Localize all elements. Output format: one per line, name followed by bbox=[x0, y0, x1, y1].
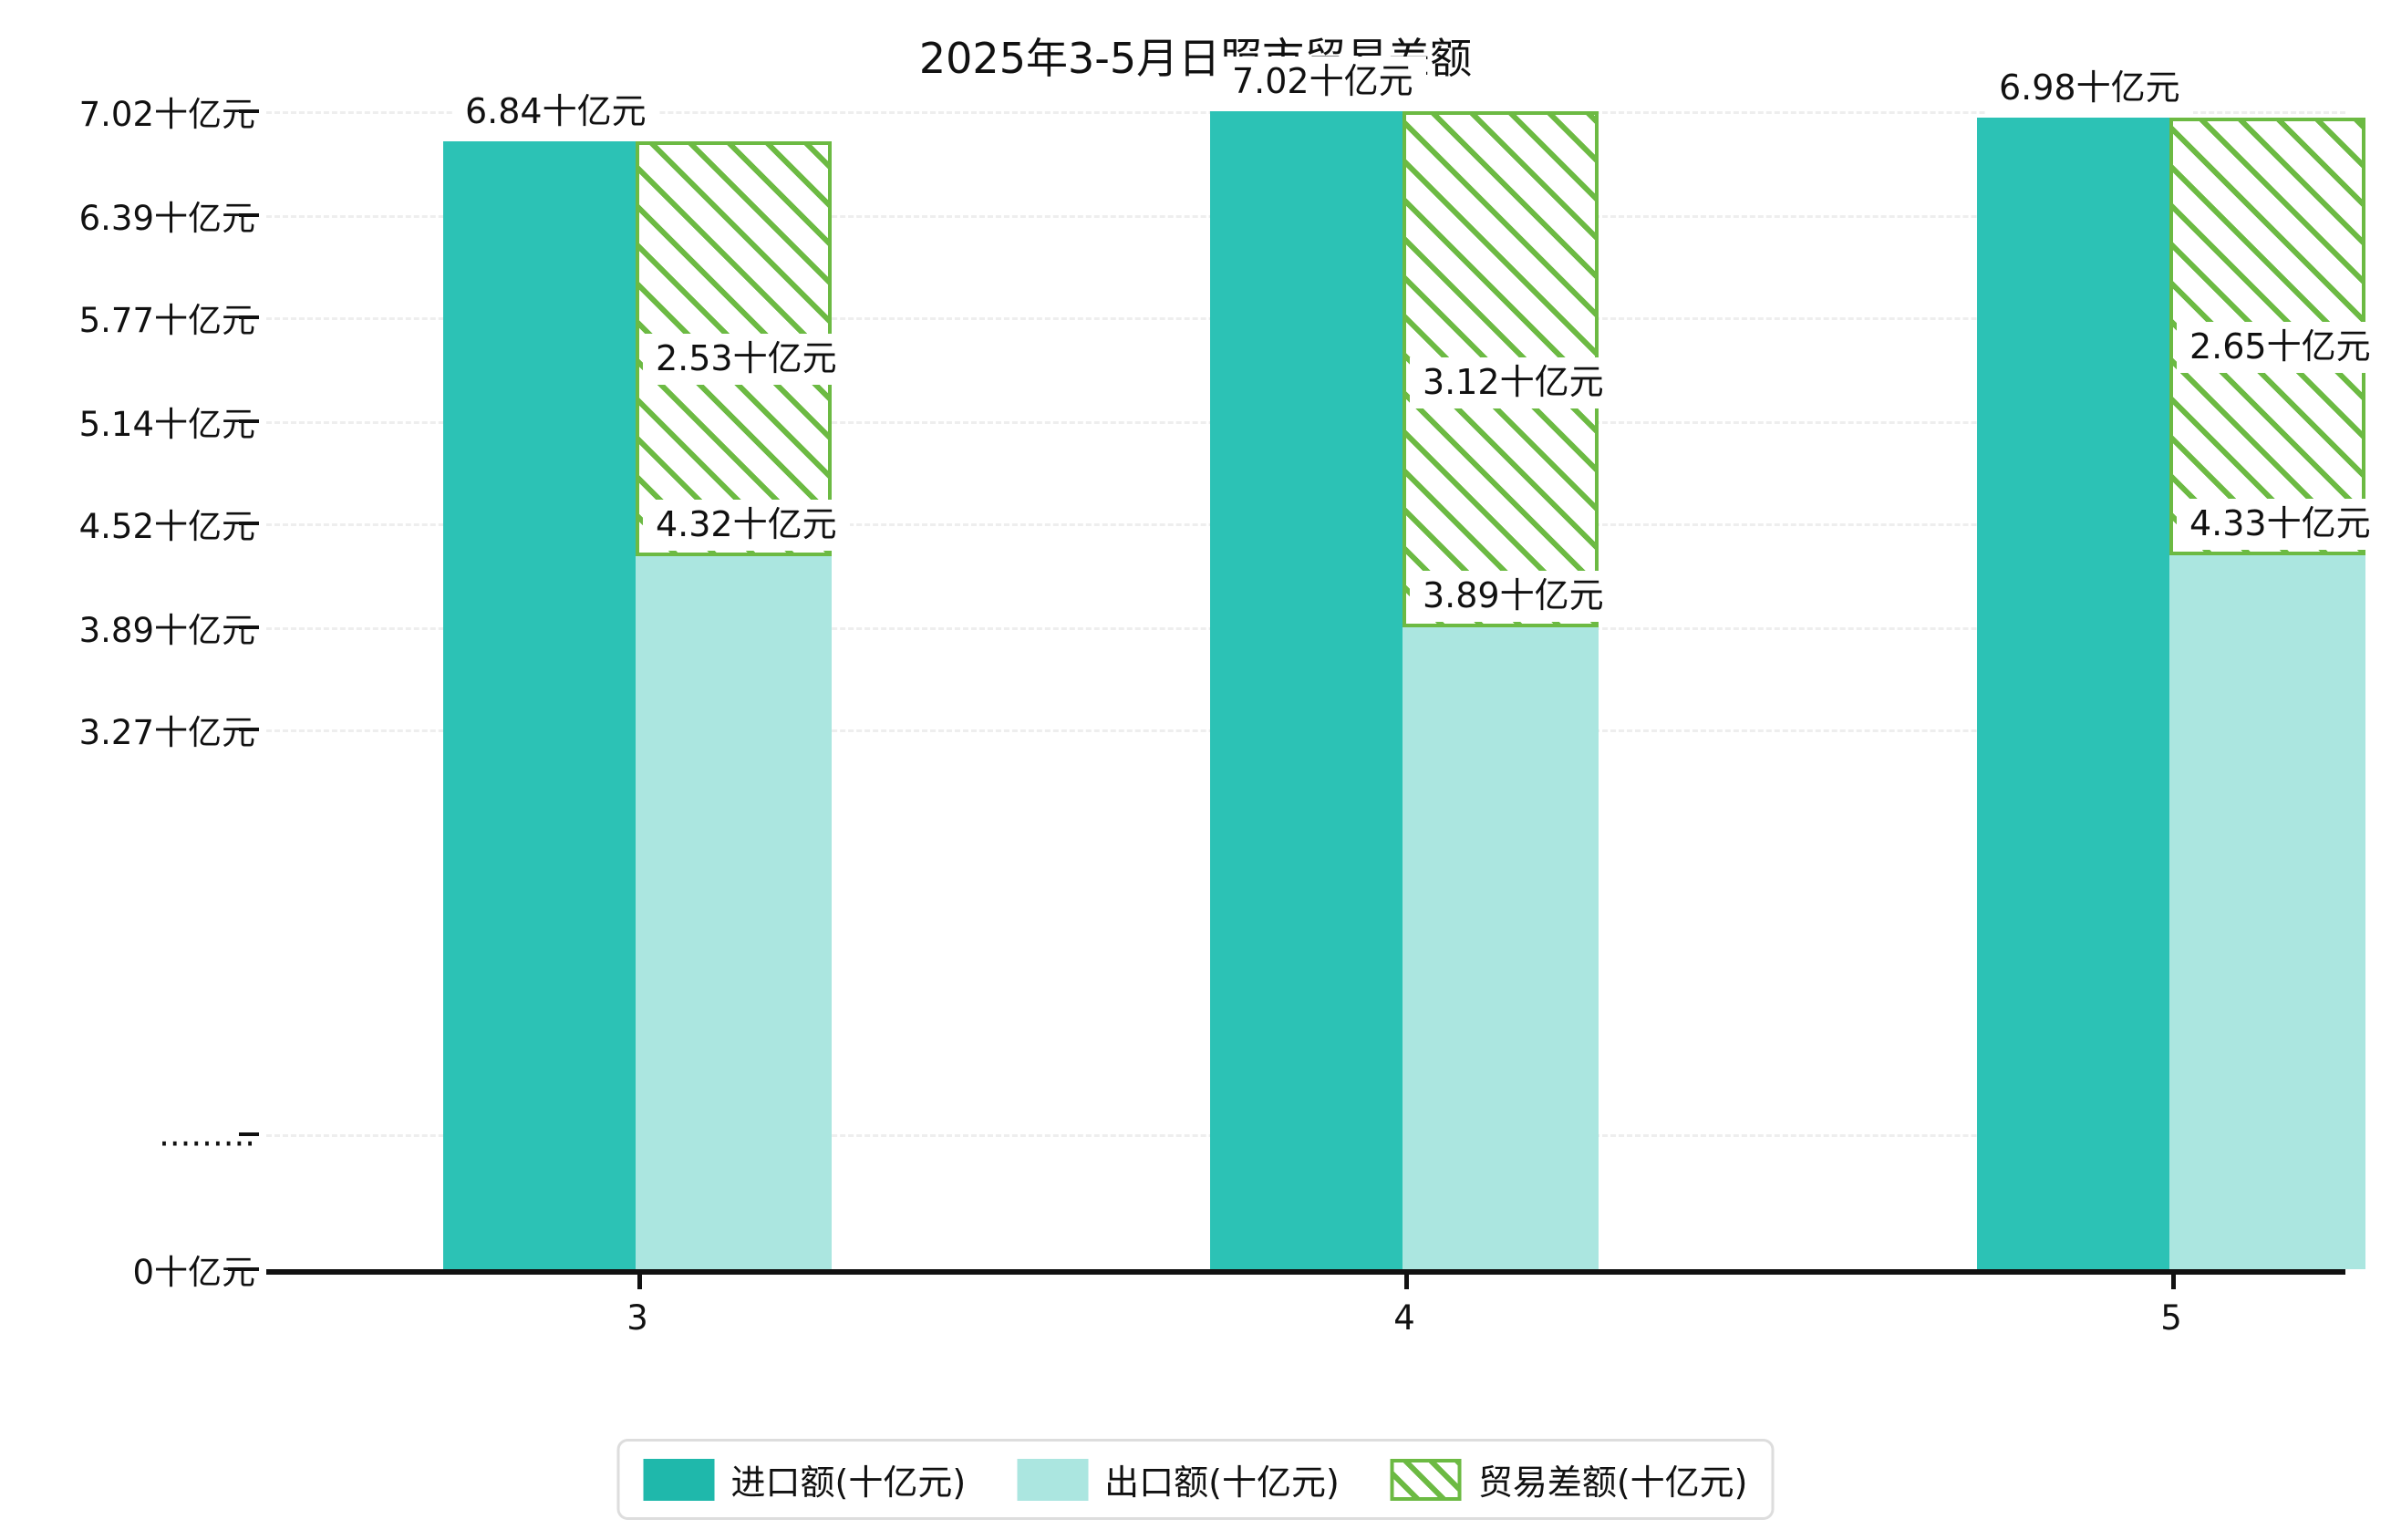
y-axis-tick-label: ......... bbox=[159, 1114, 255, 1154]
y-axis-tick-mark bbox=[239, 625, 259, 630]
value-label-import-4: 7.02十亿元 bbox=[1219, 57, 1426, 108]
x-axis-tick-mark bbox=[637, 1269, 642, 1289]
export-swatch-icon bbox=[1017, 1458, 1089, 1501]
x-axis-tick-mark bbox=[2171, 1269, 2176, 1289]
y-axis-tick-mark bbox=[239, 728, 259, 732]
y-axis-tick-mark bbox=[239, 419, 259, 424]
value-label-balance-5: 2.65十亿元 bbox=[2177, 322, 2384, 374]
y-axis-tick-label: 7.02十亿元 bbox=[78, 95, 255, 134]
bar-import-5[interactable] bbox=[1977, 118, 2169, 1269]
balance-hatch-swatch-icon bbox=[1390, 1458, 1462, 1501]
x-axis-tick-label: 3 bbox=[626, 1298, 648, 1338]
value-label-balance-3: 2.53十亿元 bbox=[643, 334, 850, 386]
x-axis-tick-label: 4 bbox=[1393, 1298, 1415, 1338]
value-label-balance-4: 3.12十亿元 bbox=[1410, 357, 1617, 409]
value-label-export-4: 3.89十亿元 bbox=[1410, 571, 1617, 623]
value-label-export-3: 4.32十亿元 bbox=[643, 500, 850, 552]
x-axis-line bbox=[266, 1269, 2345, 1275]
legend-item-label: 出口额(十亿元) bbox=[1104, 1462, 1340, 1503]
legend: 进口额(十亿元) 出口额(十亿元) 贸易差额(十亿元) bbox=[616, 1439, 1775, 1520]
y-axis-tick-mark bbox=[239, 109, 259, 113]
y-axis-tick-label: 5.14十亿元 bbox=[78, 405, 255, 445]
y-axis-tick-mark bbox=[228, 1267, 259, 1271]
legend-item-import[interactable]: 进口额(十亿元) bbox=[643, 1454, 967, 1504]
value-label-export-5: 4.33十亿元 bbox=[2177, 498, 2384, 550]
y-axis-tick-label: 5.77十亿元 bbox=[78, 301, 255, 341]
bar-export-4[interactable] bbox=[1403, 627, 1599, 1269]
legend-item-label: 进口额(十亿元) bbox=[730, 1462, 967, 1503]
x-axis-tick-label: 5 bbox=[2160, 1298, 2182, 1338]
y-axis-tick-mark bbox=[239, 315, 259, 320]
y-axis-tick-mark bbox=[239, 1132, 259, 1136]
legend-item-label: 贸易差额(十亿元) bbox=[1477, 1462, 1748, 1503]
y-axis-tick-label: 0十亿元 bbox=[132, 1253, 255, 1292]
legend-item-export[interactable]: 出口额(十亿元) bbox=[1017, 1454, 1340, 1504]
bar-import-4[interactable] bbox=[1210, 111, 1403, 1269]
value-label-import-3: 6.84十亿元 bbox=[452, 86, 659, 138]
bar-export-3[interactable] bbox=[636, 556, 832, 1269]
plot-area: 6.84十亿元 2.53十亿元 4.32十亿元 7.02十亿元 3.12十亿元 3.89十… bbox=[266, 57, 2384, 1269]
bar-import-3[interactable] bbox=[443, 140, 636, 1269]
y-axis-tick-mark bbox=[239, 212, 259, 217]
y-axis-tick-label: 6.39十亿元 bbox=[78, 198, 255, 238]
y-axis-tick-label: 3.27十亿元 bbox=[78, 713, 255, 753]
y-axis-tick-label: 3.89十亿元 bbox=[78, 611, 255, 651]
y-axis-tick-label: 4.52十亿元 bbox=[78, 507, 255, 547]
y-axis-tick-mark bbox=[239, 522, 259, 526]
legend-item-balance[interactable]: 贸易差额(十亿元) bbox=[1390, 1454, 1748, 1504]
value-label-import-5: 6.98十亿元 bbox=[1986, 63, 2193, 115]
x-axis-tick-mark bbox=[1404, 1269, 1409, 1289]
import-swatch-icon bbox=[643, 1458, 715, 1501]
bar-export-5[interactable] bbox=[2169, 554, 2365, 1269]
